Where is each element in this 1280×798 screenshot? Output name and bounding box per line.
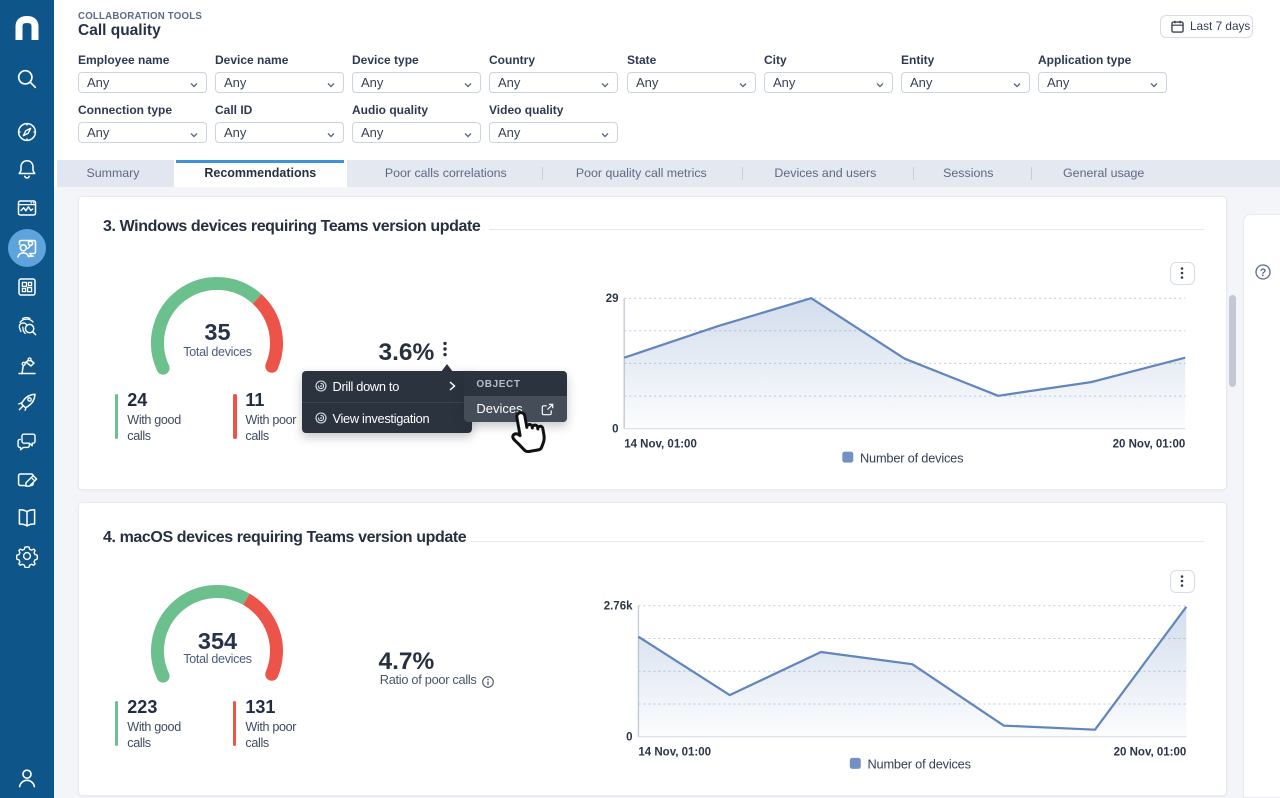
svg-text:20 Nov, 01:00: 20 Nov, 01:00 — [1113, 439, 1186, 451]
svg-text:0: 0 — [626, 731, 632, 743]
svg-text:0: 0 — [612, 424, 618, 436]
svg-text:2.76k: 2.76k — [604, 600, 633, 612]
svg-text:20 Nov, 01:00: 20 Nov, 01:00 — [1114, 746, 1187, 758]
svg-text:29: 29 — [606, 293, 619, 305]
svg-text:Number of devices: Number of devices — [860, 450, 963, 465]
svg-text:?: ? — [1260, 267, 1267, 279]
svg-text:14 Nov, 01:00: 14 Nov, 01:00 — [624, 439, 697, 451]
svg-text:Number of devices: Number of devices — [868, 756, 971, 771]
svg-text:14 Nov, 01:00: 14 Nov, 01:00 — [638, 746, 711, 758]
